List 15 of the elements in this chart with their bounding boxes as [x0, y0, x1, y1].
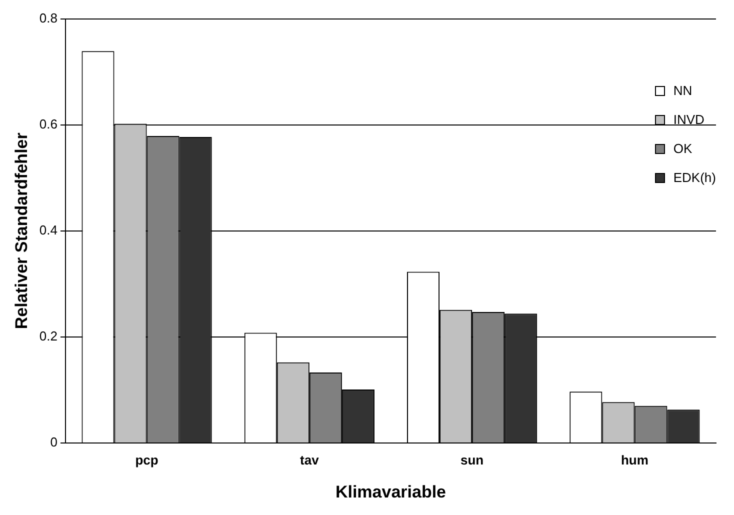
x-tick-label: hum — [620, 452, 648, 468]
x-tick-label: pcp — [135, 452, 158, 468]
legend-label: INVD — [673, 112, 704, 127]
y-tick-label: 0.4 — [39, 222, 58, 238]
text: NN — [673, 83, 692, 98]
y-tick-label: 0 — [50, 434, 58, 450]
y-tick-label: 0.8 — [39, 10, 58, 26]
legend-label: EDK(h) — [673, 170, 716, 185]
x-axis-title: Klimavariable — [335, 482, 446, 502]
y-tick-label: 0.6 — [39, 116, 58, 132]
x-tick-label: tav — [300, 452, 320, 468]
y-axis-title: Relativer Standardfehler — [12, 132, 31, 330]
legend-label: OK — [673, 141, 692, 156]
x-tick-label: sun — [460, 452, 484, 468]
y-tick-label: 0.2 — [39, 328, 58, 344]
